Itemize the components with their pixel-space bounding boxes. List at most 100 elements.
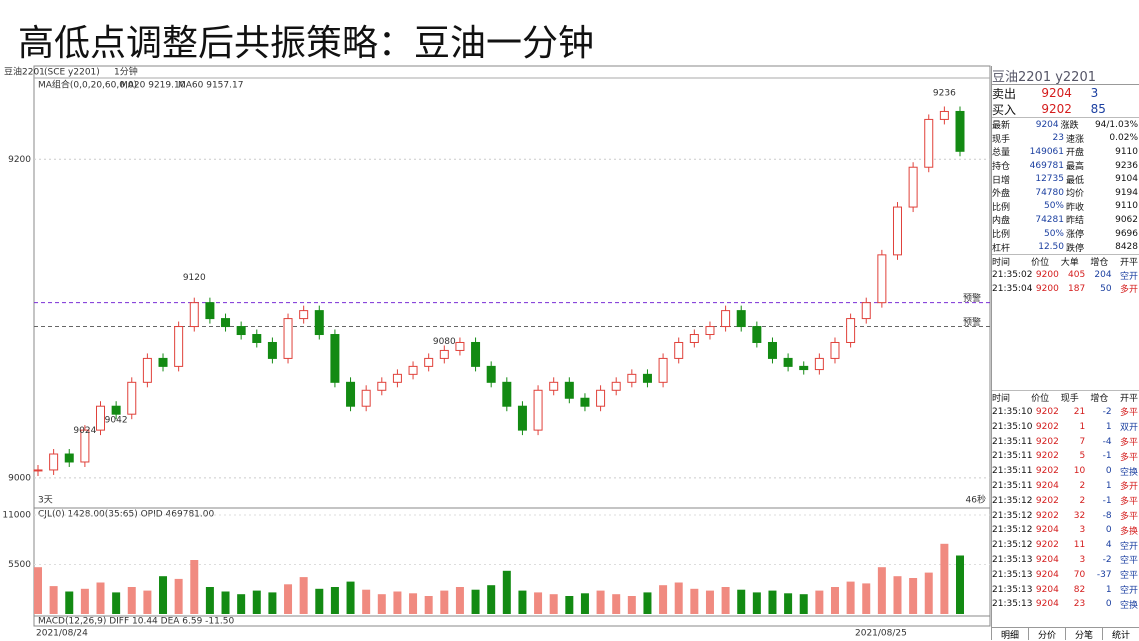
candle-body — [939, 110, 949, 120]
bid-row: 买入 9202 85 — [992, 101, 1139, 117]
volume-bar — [127, 587, 136, 614]
stats-cell: 外盘 — [992, 189, 1011, 200]
table-cell: 双开 — [1119, 423, 1138, 434]
ask-cell: 卖出 — [992, 86, 1017, 101]
stats-cell: 9110 — [1115, 146, 1138, 157]
big-trades: 时间 价位 大单 增仓 开平 21:35:02 9200 405 204 空开 21:35:04 92… — [992, 253, 1139, 296]
table-cell: -1 — [1102, 495, 1112, 506]
stats-cell: 开盘 — [1066, 148, 1085, 159]
volume-bar — [862, 583, 871, 614]
candle-body — [908, 166, 918, 208]
stats-cell: 持仓 — [992, 162, 1011, 173]
stats-row: 外盘 74780 均价 9194 — [992, 186, 1139, 200]
candle-body — [361, 389, 371, 407]
volume-bar — [721, 587, 730, 614]
candle-body — [346, 381, 356, 407]
stats-cell: 9194 — [1115, 187, 1138, 198]
table-row: 21:35:13 9204 70 -37 空平 — [992, 567, 1139, 582]
candle-body — [783, 357, 793, 367]
price-annotation: 9236 — [933, 88, 956, 98]
volume-bar — [190, 560, 199, 614]
volume-bar — [346, 581, 355, 614]
table-cell: 多平 — [1119, 452, 1138, 463]
stats-cell: 9104 — [1115, 174, 1138, 185]
table-cell: 多平 — [1119, 497, 1138, 508]
table-cell: 空换 — [1119, 600, 1138, 611]
candle-body — [267, 341, 277, 359]
volume-title: CJL(0) 1428.00(35:65) OPID 469781.00 — [38, 510, 214, 520]
tab[interactable]: 统计 — [1103, 628, 1139, 641]
volume-bar — [471, 589, 480, 614]
candle-body — [564, 381, 574, 399]
y-tick-label: 9000 — [8, 473, 31, 483]
stats: 最新 9204 涨跌 94/1.03% 现手 23 速涨 0.02% 总量 149061 开盘 911… — [992, 117, 1139, 254]
table-header: 时间 价位 现手 增仓 开平 — [992, 391, 1139, 405]
volume-bar — [705, 590, 714, 614]
volume-bar — [252, 590, 261, 614]
table-cell: 9202 — [1035, 451, 1059, 462]
candle-body — [955, 110, 965, 152]
table-cell: 9202 — [1035, 436, 1059, 447]
table-row: 21:35:12 9202 2 -1 多平 — [992, 493, 1139, 508]
table-cell: 9204 — [1035, 584, 1059, 595]
stats-cell: 杠杆 — [992, 243, 1011, 254]
candle-body — [49, 453, 59, 471]
table-cell: 32 — [1073, 510, 1086, 521]
stats-row: 比例 50% 昨收 9110 — [992, 200, 1139, 214]
volume-bar — [690, 588, 699, 614]
candle-body — [799, 365, 809, 371]
candle-body — [892, 206, 902, 256]
table-cell: 21:35:10 — [992, 421, 1033, 432]
table-row: 21:35:11 9204 2 1 多开 — [992, 479, 1139, 494]
table-cell: 9202 — [1035, 540, 1059, 551]
stats-row: 比例 50% 涨停 9696 — [992, 227, 1139, 241]
ma-legend: MA60 9157.17 — [178, 81, 243, 91]
stats-cell: 涨跌 — [1060, 121, 1079, 132]
stats-cell: 跌停 — [1066, 243, 1085, 254]
level-label: 预警 — [963, 316, 981, 328]
stats-cell: 50% — [1043, 201, 1064, 212]
header-cell: 价位 — [1031, 394, 1050, 405]
candle-body — [439, 349, 449, 359]
candle-body — [924, 118, 934, 168]
candle-body — [502, 381, 512, 407]
volume-bar — [909, 578, 918, 614]
volume-bar — [112, 592, 121, 614]
candle-body — [830, 341, 840, 359]
volume-bar — [580, 593, 589, 614]
stats-cell: 9062 — [1115, 214, 1138, 225]
tab[interactable]: 分价 — [1029, 628, 1066, 641]
volume-bar — [487, 585, 496, 614]
candle-body — [299, 310, 309, 320]
y-tick-label: 9200 — [8, 155, 31, 165]
table-cell: 9202 — [1035, 495, 1059, 506]
volume-bar — [377, 594, 386, 614]
table-cell: 82 — [1073, 584, 1086, 595]
candle-body — [658, 357, 668, 383]
volume-bar — [284, 584, 293, 614]
stats-cell: 9236 — [1115, 160, 1138, 171]
table-cell: 11 — [1073, 540, 1086, 551]
table-cell: 空开 — [1119, 586, 1138, 597]
quote-name: 豆油2201 y2201 — [992, 66, 1139, 85]
stats-cell: 涨停 — [1066, 230, 1085, 241]
volume-bar — [49, 586, 58, 614]
volume-bar — [752, 592, 761, 614]
table-cell: 9200 — [1035, 270, 1059, 281]
table-cell: 7 — [1079, 436, 1086, 447]
stats-cell: 现手 — [992, 134, 1011, 145]
tab[interactable]: 明细 — [992, 628, 1029, 641]
bid-cell: 买入 — [992, 102, 1017, 117]
left-label: 3天 — [38, 496, 53, 506]
tab[interactable]: 分笔 — [1066, 628, 1103, 641]
table-cell: 多平 — [1119, 438, 1138, 449]
header-cell: 开平 — [1119, 258, 1138, 269]
table-cell: 0 — [1105, 466, 1112, 477]
volume-bar — [143, 590, 152, 614]
ask-cell: 9204 — [1041, 86, 1072, 100]
table-cell: 21:35:13 — [992, 584, 1033, 595]
candle-body — [455, 341, 465, 351]
header-cell: 增仓 — [1090, 394, 1109, 405]
volume-bar — [956, 555, 964, 614]
ask-row: 卖出 9204 3 — [992, 85, 1139, 101]
